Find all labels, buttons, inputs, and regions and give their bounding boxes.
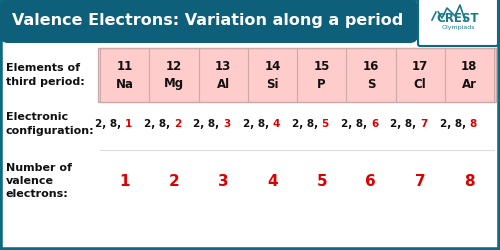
Text: 13
Al: 13 Al	[215, 60, 231, 90]
Text: 2, 8,: 2, 8,	[242, 119, 272, 129]
Text: 3: 3	[223, 119, 230, 129]
Text: 18
Ar: 18 Ar	[461, 60, 477, 90]
Text: 2: 2	[168, 174, 179, 188]
Bar	[149, 48, 198, 102]
Text: 4: 4	[272, 119, 280, 129]
Bar	[100, 48, 149, 102]
Text: 12
Mg: 12 Mg	[164, 60, 184, 90]
Text: 11
Na: 11 Na	[116, 60, 134, 90]
Text: 17
Cl: 17 Cl	[412, 60, 428, 90]
Text: Number of
valence
electrons:: Number of valence electrons:	[6, 163, 72, 199]
Text: 8: 8	[470, 119, 476, 129]
Text: 3: 3	[218, 174, 228, 188]
Bar	[198, 48, 248, 102]
Text: 1: 1	[120, 174, 130, 188]
Bar	[445, 48, 494, 102]
Text: 14
Si: 14 Si	[264, 60, 280, 90]
Bar	[396, 48, 445, 102]
FancyBboxPatch shape	[0, 0, 418, 43]
Text: 2, 8,: 2, 8,	[144, 119, 174, 129]
Text: Olympiads: Olympiads	[442, 26, 475, 30]
Text: 5: 5	[316, 174, 327, 188]
Text: 4: 4	[267, 174, 278, 188]
Text: 6: 6	[371, 119, 378, 129]
Text: 5: 5	[322, 119, 329, 129]
Text: 2, 8,: 2, 8,	[194, 119, 223, 129]
Text: 2, 8,: 2, 8,	[341, 119, 371, 129]
Text: 15
P: 15 P	[314, 60, 330, 90]
Text: 7: 7	[420, 119, 428, 129]
Text: 2, 8,: 2, 8,	[390, 119, 420, 129]
Text: 2, 8,: 2, 8,	[440, 119, 470, 129]
Text: Electronic
configuration:: Electronic configuration:	[6, 112, 94, 136]
Text: Elements of
third period:: Elements of third period:	[6, 64, 85, 86]
Text: 1: 1	[124, 119, 132, 129]
Text: Valence Electrons: Variation along a period: Valence Electrons: Variation along a per…	[12, 14, 403, 28]
Text: CREST: CREST	[437, 12, 479, 26]
Text: 8: 8	[464, 174, 474, 188]
Text: 2, 8,: 2, 8,	[95, 119, 124, 129]
FancyBboxPatch shape	[418, 0, 498, 46]
Bar	[297, 48, 346, 102]
Text: 7: 7	[415, 174, 426, 188]
Bar	[346, 48, 396, 102]
Bar	[248, 48, 297, 102]
Text: 2: 2	[174, 119, 181, 129]
Text: 2, 8,: 2, 8,	[292, 119, 322, 129]
Bar	[98, 48, 496, 102]
Text: 16
S: 16 S	[362, 60, 379, 90]
Text: 6: 6	[366, 174, 376, 188]
